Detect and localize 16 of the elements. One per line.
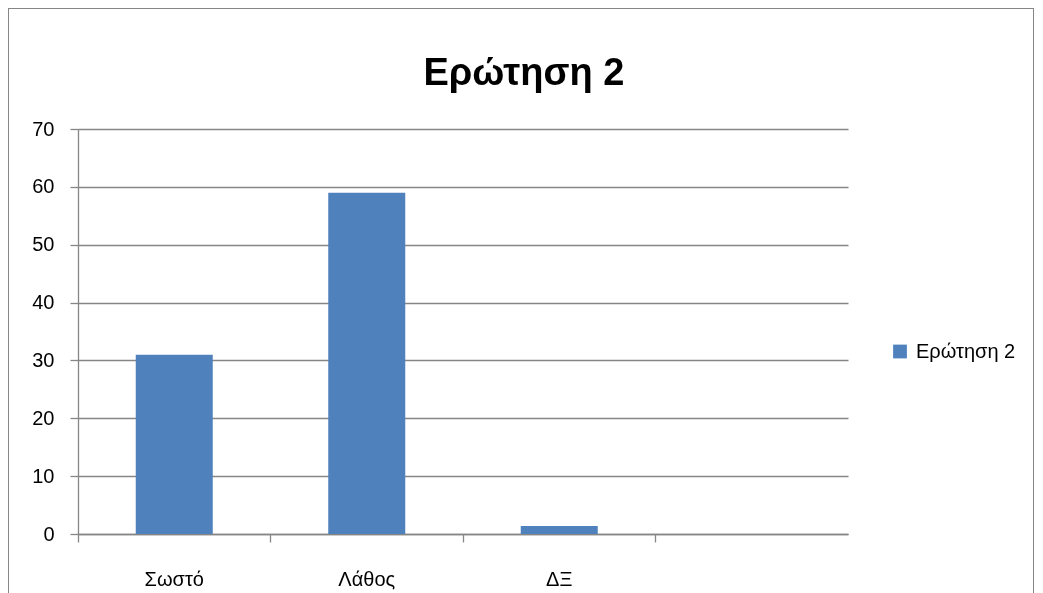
bar (135, 354, 213, 534)
legend-label: Ερώτηση 2 (916, 339, 1016, 362)
bar (520, 525, 598, 534)
chart-title: Ερώτηση 2 (423, 51, 625, 93)
y-tick-label: 60 (32, 175, 55, 198)
y-tick-label: 50 (32, 233, 55, 256)
y-tick-label: 70 (32, 117, 55, 140)
x-tick-label: Σωστό (144, 567, 204, 590)
y-tick-label: 30 (32, 348, 55, 371)
x-tick-label: Λάθος (338, 567, 396, 590)
y-tick-label: 40 (32, 291, 55, 314)
bar (328, 192, 406, 534)
y-tick-label: 0 (43, 522, 55, 545)
y-tick-label: 20 (32, 406, 55, 429)
x-tick-label: ΔΞ (546, 567, 573, 590)
y-tick-label: 10 (32, 464, 55, 487)
